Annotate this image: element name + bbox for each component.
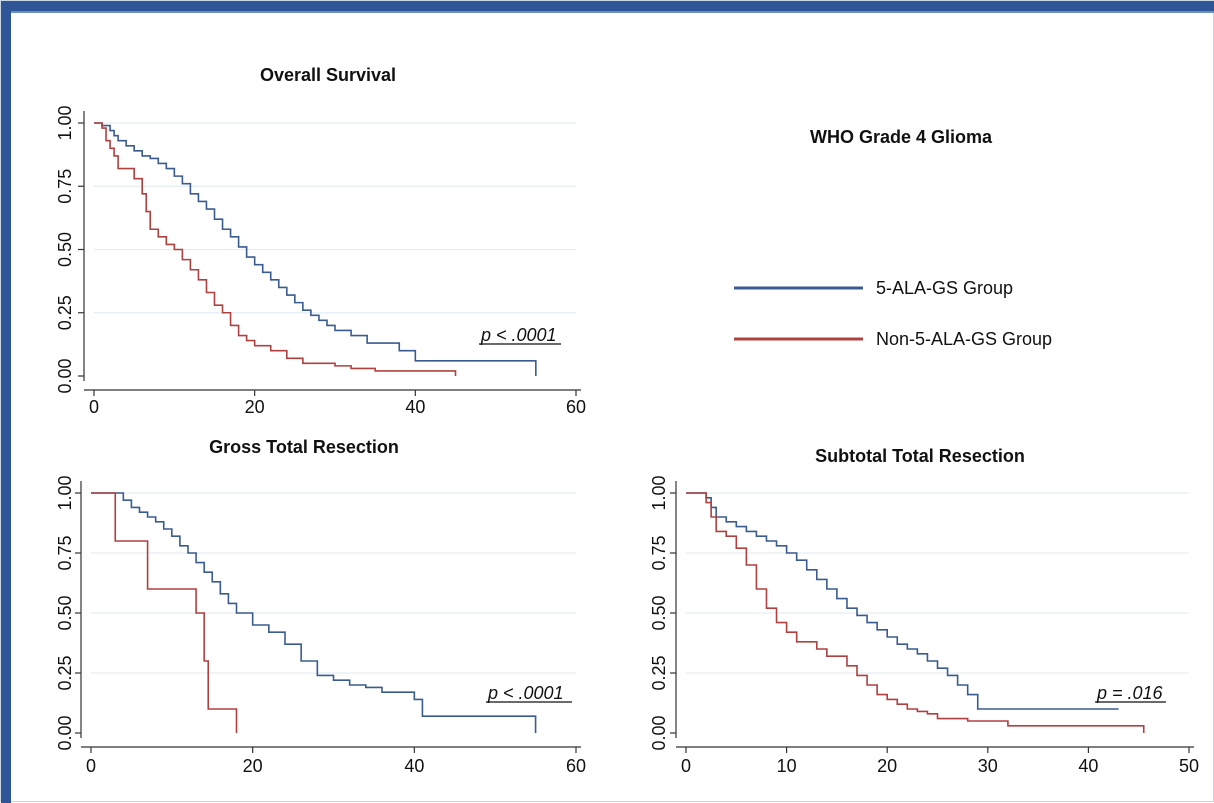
chart-subtotal-total-resection: Subtotal Total Resection p = .016 0.00 0.…	[649, 446, 1199, 776]
y-tick-label-subtotal-total-resection-2: 0.50	[649, 595, 669, 630]
series-line-gross-total-resection-5ala	[91, 492, 537, 733]
frame-inner-line	[11, 11, 1214, 13]
x-tick-label-gross-total-resection-1: 20	[243, 756, 263, 776]
y-tick-label-overall-survival-1: 0.25	[55, 295, 75, 330]
chart-title-subtotal-total-resection: Subtotal Total Resection	[815, 446, 1025, 466]
p-value-subtotal-total-resection: p = .016	[1096, 683, 1164, 703]
y-tick-label-subtotal-total-resection-1: 0.25	[649, 655, 669, 690]
legend: 5-ALA-GS Group Non-5-ALA-GS Group	[734, 278, 1052, 349]
x-tick-label-subtotal-total-resection-5: 50	[1179, 756, 1199, 776]
y-tick-label-overall-survival-4: 1.00	[55, 105, 75, 140]
legend-label-5ala: 5-ALA-GS Group	[876, 278, 1013, 298]
x-tick-label-overall-survival-1: 20	[245, 397, 265, 417]
y-tick-label-subtotal-total-resection-4: 1.00	[649, 475, 669, 510]
chart-gross-total-resection: Gross Total Resection p < .0001 0.00 0.25…	[55, 437, 586, 776]
y-tick-label-gross-total-resection-3: 0.75	[55, 535, 75, 570]
x-tick-label-overall-survival-2: 40	[405, 397, 425, 417]
y-tick-label-gross-total-resection-0: 0.00	[55, 715, 75, 750]
y-tick-label-subtotal-total-resection-0: 0.00	[649, 715, 669, 750]
series-line-gross-total-resection-non5ala	[91, 492, 238, 733]
legend-label-non5ala: Non-5-ALA-GS Group	[876, 329, 1052, 349]
p-value-gross-total-resection: p < .0001	[487, 683, 564, 703]
frame-top-border	[1, 1, 1214, 11]
x-tick-label-gross-total-resection-2: 40	[404, 756, 424, 776]
p-value-overall-survival: p < .0001	[480, 325, 557, 345]
y-tick-label-gross-total-resection-2: 0.50	[55, 595, 75, 630]
series-line-subtotal-total-resection-5ala	[686, 492, 1119, 710]
x-tick-label-subtotal-total-resection-2: 20	[877, 756, 897, 776]
x-tick-label-gross-total-resection-0: 0	[86, 756, 96, 776]
chart-title-gross-total-resection: Gross Total Resection	[209, 437, 399, 457]
series-line-overall-survival-5ala	[94, 122, 537, 376]
series-line-subtotal-total-resection-non5ala	[686, 492, 1145, 733]
x-tick-label-subtotal-total-resection-0: 0	[681, 756, 691, 776]
y-tick-label-overall-survival-3: 0.75	[55, 169, 75, 204]
y-tick-label-overall-survival-2: 0.50	[55, 232, 75, 267]
x-tick-label-subtotal-total-resection-1: 10	[777, 756, 797, 776]
chart-title-overall-survival: Overall Survival	[260, 65, 396, 85]
x-tick-label-subtotal-total-resection-3: 30	[978, 756, 998, 776]
frame-left-border	[1, 1, 11, 803]
y-tick-label-overall-survival-0: 0.00	[55, 358, 75, 393]
y-tick-label-gross-total-resection-1: 0.25	[55, 655, 75, 690]
x-tick-label-gross-total-resection-3: 60	[566, 756, 586, 776]
series-line-overall-survival-non5ala	[94, 122, 457, 376]
x-tick-label-overall-survival-0: 0	[89, 397, 99, 417]
x-tick-label-overall-survival-3: 60	[566, 397, 586, 417]
y-tick-label-subtotal-total-resection-3: 0.75	[649, 535, 669, 570]
chart-overall-survival: Overall Survival p < .0001 0.00 0.25 0.50 0…	[55, 65, 586, 417]
main-title: WHO Grade 4 Glioma	[810, 127, 993, 147]
y-tick-label-gross-total-resection-4: 1.00	[55, 475, 75, 510]
x-tick-label-subtotal-total-resection-4: 40	[1078, 756, 1098, 776]
